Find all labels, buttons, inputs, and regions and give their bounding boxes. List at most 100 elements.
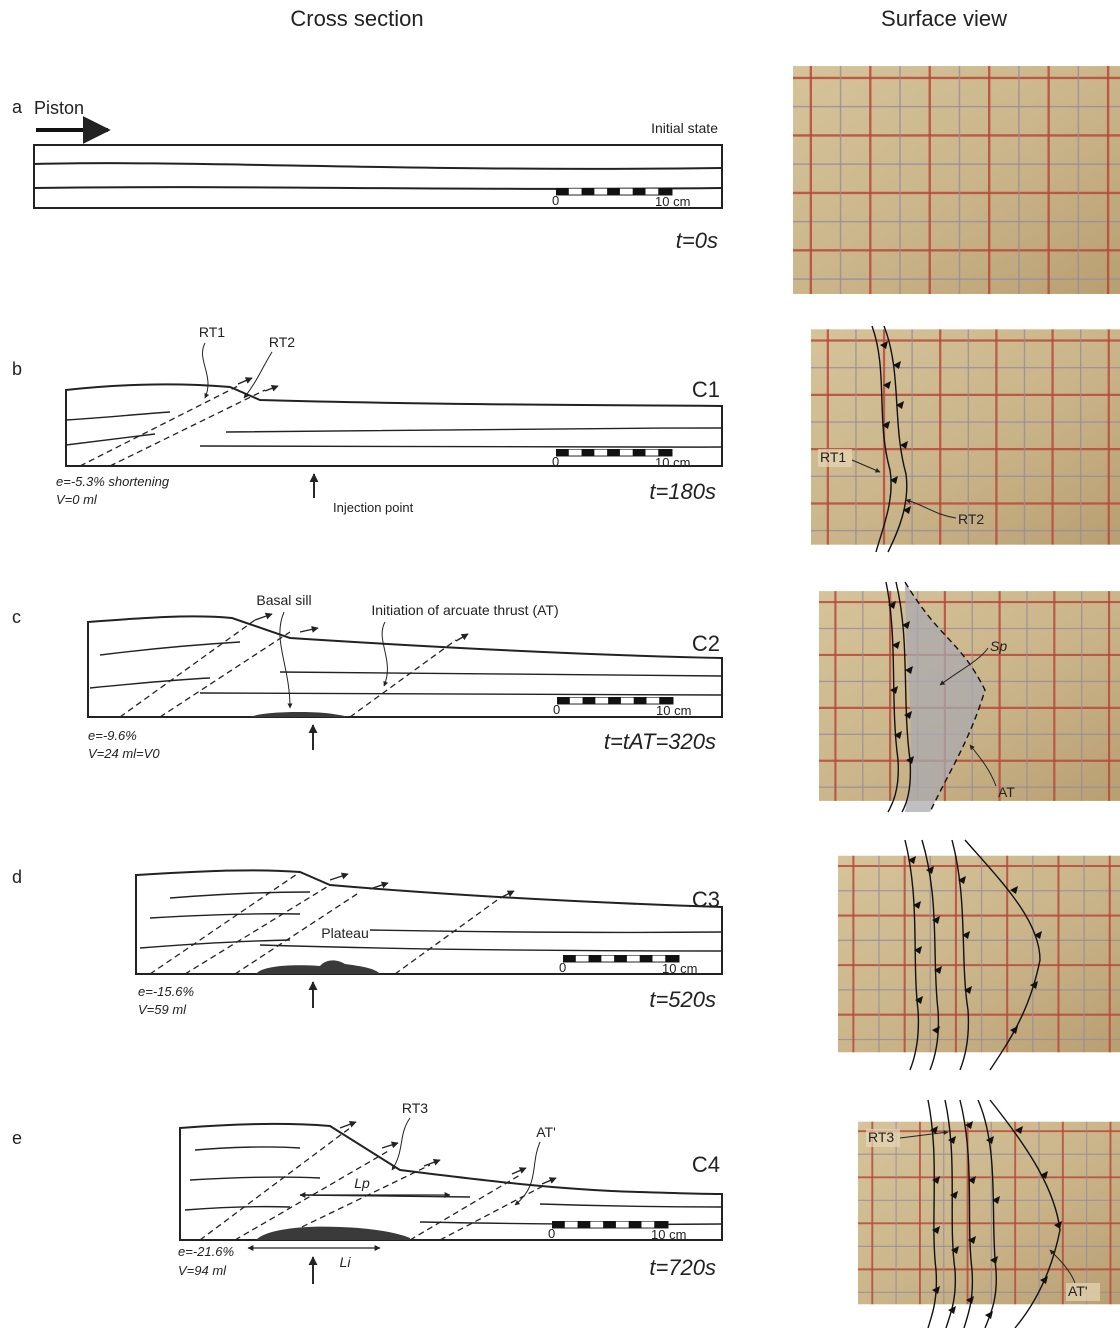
surface-photo-d [838, 839, 1120, 1071]
basal-sill-label: Basal sill [256, 592, 311, 608]
scale-ten: 10 cm [662, 961, 697, 976]
basal-sill [250, 712, 350, 717]
scale-zero: 0 [552, 193, 559, 208]
initial-state-label: Initial state [651, 120, 718, 136]
panel-e: e RT3 AT' C4 Lp Li 0 10 cm e=-21.6% V=94… [12, 1099, 1120, 1328]
scale-ten: 10 cm [651, 1227, 686, 1242]
rt2-label: RT2 [269, 334, 295, 350]
surface-rt3: RT3 [868, 1129, 894, 1145]
thrust-at [394, 897, 501, 975]
volume-label: V=59 ml [138, 1002, 187, 1017]
layer-line [139, 939, 291, 949]
rt1-pointer [202, 342, 210, 399]
surface-photo-e: RT3 AT' [858, 1099, 1120, 1328]
surface-photo-c: Sp AT [819, 581, 1120, 813]
panel-letter: c [12, 607, 21, 627]
rt2-pointer [243, 351, 273, 399]
at-pointer [381, 621, 389, 687]
rt3-pointer [391, 1117, 411, 1171]
slip-arrow [254, 612, 273, 621]
layer-line [189, 1176, 321, 1181]
stage-label: C2 [692, 631, 720, 656]
lp-label: Lp [354, 1175, 370, 1191]
layer-line [369, 929, 723, 934]
thrust [234, 891, 361, 975]
surface-at-prime: AT' [1068, 1283, 1088, 1299]
time-label: t=520s [649, 987, 716, 1012]
layer-line [199, 445, 723, 449]
surface-view-header: Surface view [881, 6, 1007, 31]
thrust-rt3 [274, 1164, 431, 1241]
thrust-at [409, 1174, 521, 1241]
slip-arrow [541, 1177, 557, 1185]
thrust-at [349, 639, 457, 718]
surface-sp: Sp [990, 638, 1007, 654]
sand-box [135, 869, 723, 975]
layer-line [149, 913, 301, 919]
time-label: t=720s [649, 1255, 716, 1280]
scale-ten: 10 cm [655, 455, 690, 470]
scale-ten: 10 cm [655, 194, 690, 209]
layer-line [184, 1205, 291, 1211]
panel-b: b RT1 RT2 C1 0 10 cm Injection point e=-… [12, 324, 1120, 553]
sand-box [87, 615, 723, 718]
layer-line [194, 1146, 301, 1151]
layer-line [99, 641, 241, 656]
thrust [159, 631, 291, 718]
panel-letter: e [12, 1128, 22, 1148]
panel-letter: a [12, 97, 23, 117]
layer-line [65, 411, 171, 421]
scale-zero: 0 [553, 702, 560, 717]
shortening-label: e=-9.6% [88, 728, 137, 743]
slip-arrow [455, 633, 469, 642]
scale-zero: 0 [548, 1226, 555, 1241]
scale-zero: 0 [552, 454, 559, 469]
volume-label: V=24 ml=V0 [88, 746, 160, 761]
sill-pointer [279, 611, 293, 709]
panel-a: a Piston Initial state 0 10 cm t=0s [12, 66, 1120, 294]
time-label: t=0s [676, 228, 718, 253]
surface-at: AT [998, 784, 1015, 800]
panel-letter: d [12, 867, 22, 887]
cross-section-header: Cross section [290, 6, 423, 31]
slip-arrow [369, 881, 389, 890]
surface-photo-a [793, 66, 1120, 294]
basal-sill [256, 1226, 410, 1240]
surface-photo-b: RT1 RT2 [811, 325, 1120, 553]
at-prime-pointer [514, 1141, 541, 1206]
slip-arrow [264, 384, 279, 392]
arcuate-thrust-label: Initiation of arcuate thrust (AT) [371, 602, 558, 618]
thrust-rt2 [109, 389, 266, 467]
thrust [184, 884, 331, 975]
layer-line [539, 1203, 723, 1208]
panel-c: c Basal sill Initiation of arcuate thrus… [12, 581, 1120, 813]
slip-arrow [237, 377, 253, 385]
thrust [119, 619, 256, 718]
slip-arrow [511, 1167, 527, 1175]
surface-rt1: RT1 [820, 449, 846, 465]
slip-arrow [299, 625, 319, 633]
at-prime-label: AT' [536, 1124, 556, 1140]
stage-label: C3 [692, 887, 720, 912]
shortening-label: e=-21.6% [178, 1244, 234, 1259]
injection-label: Injection point [333, 500, 414, 515]
thrust-rt1 [79, 384, 241, 467]
thrust [149, 871, 301, 975]
panel-letter: b [12, 359, 22, 379]
slip-arrow [329, 872, 349, 881]
sand-box [179, 1122, 723, 1241]
rt3-label: RT3 [402, 1100, 428, 1116]
slip-arrow [499, 890, 515, 899]
stage-label: C4 [692, 1152, 720, 1177]
layer-line [199, 692, 723, 697]
thrust [199, 1127, 351, 1241]
basal-sill [256, 960, 380, 974]
piston-label: Piston [34, 98, 84, 118]
volume-label: V=94 ml [178, 1263, 227, 1278]
slip-arrow [381, 1141, 399, 1149]
layer-line [89, 677, 211, 689]
layer-line [169, 891, 311, 899]
shortening-label: e=-15.6% [138, 984, 194, 999]
plateau-label: Plateau [321, 925, 368, 941]
